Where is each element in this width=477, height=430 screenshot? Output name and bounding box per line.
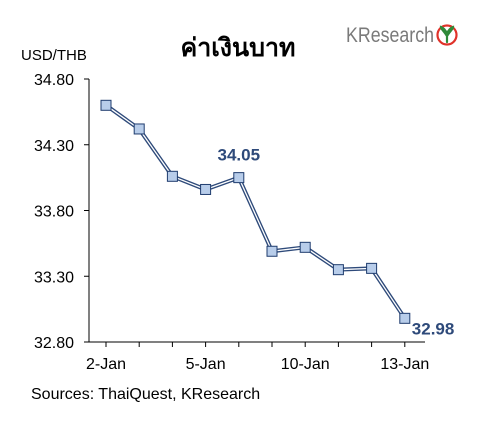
y-tick-label: 34.80 [34,72,74,89]
y-tick-label: 33.80 [34,204,74,221]
axes [88,79,425,343]
series-line [104,103,407,320]
logo-emblem-icon [436,24,458,46]
data-label: 32.98 [412,319,455,338]
x-tick-label: 13-Jan [380,356,429,373]
data-labels: 34.05 32.98 [218,146,455,339]
data-point-marker [332,264,344,276]
kresearch-logo: KResearch [346,24,458,47]
chart-title: ค่าเงินบาท [181,33,296,62]
data-point-marker [100,99,112,111]
x-tick-label: 10-Jan [281,356,330,373]
y-tick-label: 33.30 [34,269,74,286]
data-point-marker [266,245,278,257]
source-note: Sources: ThaiQuest, KResearch [31,386,260,403]
x-tick-label: 2-Jan [86,356,126,373]
data-point-marker [299,241,311,253]
logo-text: KResearch [346,24,434,47]
series-markers [100,99,411,324]
x-ticks: 2-Jan 5-Jan 10-Jan 13-Jan [86,342,429,373]
data-point-marker [200,183,212,195]
y-tick-label: 32.80 [34,335,74,352]
y-tick-label: 34.30 [34,138,74,155]
y-ticks: 34.80 34.30 33.80 33.30 32.80 [34,72,89,352]
series-line-inner [105,104,406,319]
series-line-outer [104,103,407,320]
data-label: 34.05 [218,146,261,165]
data-point-marker [366,262,378,274]
data-point-marker [233,172,245,184]
data-point-marker [166,170,178,182]
x-tick-label: 5-Jan [186,356,226,373]
y-axis-unit-label: USD/THB [21,47,87,64]
data-point-marker [133,123,145,135]
data-point-marker [399,312,411,324]
